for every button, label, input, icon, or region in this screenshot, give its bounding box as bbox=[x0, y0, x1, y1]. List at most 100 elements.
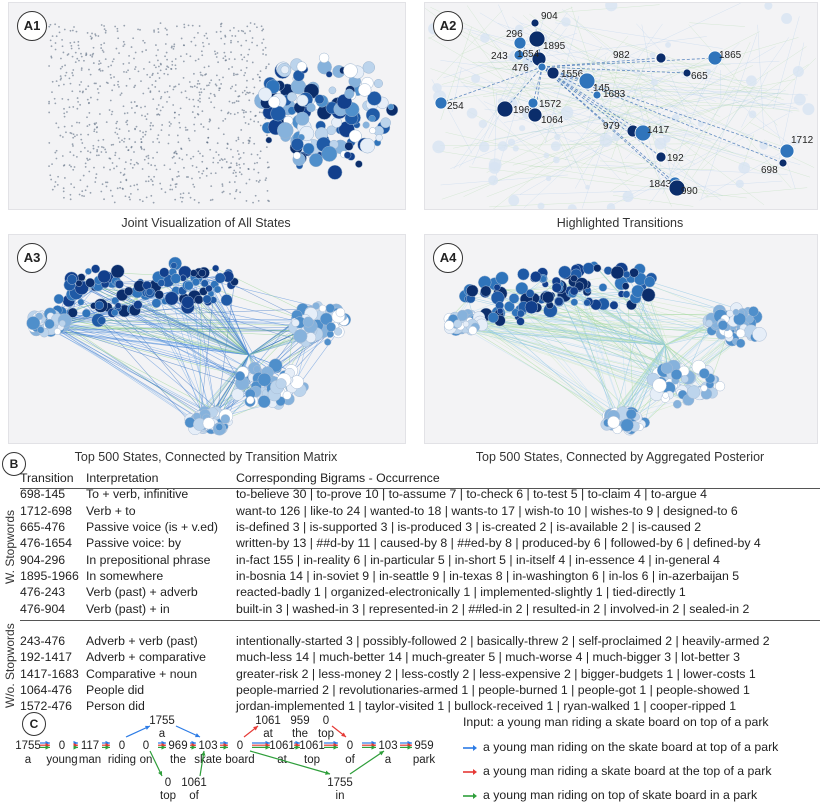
faded-node bbox=[507, 138, 516, 146]
state-node bbox=[524, 300, 539, 314]
state-dot bbox=[159, 109, 162, 112]
state-node bbox=[748, 306, 759, 317]
state-dot bbox=[173, 43, 176, 46]
state-dot bbox=[210, 172, 213, 175]
state-dot bbox=[152, 157, 154, 159]
state-node bbox=[752, 327, 767, 342]
state-dot bbox=[69, 29, 72, 32]
state-dot bbox=[87, 133, 90, 136]
transition-edge bbox=[511, 191, 628, 196]
interpretation-cell: To + verb, infinitive bbox=[86, 487, 189, 502]
state-dot bbox=[154, 80, 157, 82]
state-dot bbox=[176, 134, 179, 137]
branch-state: 0 bbox=[165, 777, 171, 789]
state-dot bbox=[113, 201, 116, 204]
state-dot bbox=[61, 97, 64, 100]
state-dot bbox=[123, 140, 125, 143]
state-node bbox=[325, 70, 333, 78]
transition-edge bbox=[555, 22, 723, 49]
state-dot bbox=[81, 190, 84, 193]
state-dot bbox=[137, 162, 139, 165]
transition-edge bbox=[206, 298, 250, 356]
state-dot bbox=[247, 142, 250, 145]
state-dot bbox=[96, 150, 98, 153]
state-dot bbox=[125, 84, 128, 87]
state-dot bbox=[72, 69, 75, 71]
state-dot bbox=[99, 85, 102, 88]
state-dot bbox=[136, 188, 139, 191]
state-dot bbox=[63, 164, 66, 166]
state-dot bbox=[217, 127, 220, 130]
legend-arrow-icon bbox=[463, 792, 477, 799]
transition-cell: 476-1654 bbox=[20, 536, 72, 551]
state-dot bbox=[233, 197, 236, 200]
state-node bbox=[468, 326, 478, 335]
state-dot bbox=[173, 111, 176, 114]
legend-text: a young man riding on the skate board at… bbox=[483, 740, 779, 754]
state-node bbox=[466, 284, 479, 297]
state-dot bbox=[100, 151, 103, 153]
state-dot bbox=[86, 125, 89, 128]
state-dot bbox=[122, 105, 125, 108]
state-dot bbox=[118, 128, 121, 130]
transition-edge bbox=[604, 87, 781, 98]
transition-edge bbox=[636, 23, 716, 112]
transition-edge bbox=[626, 274, 635, 418]
transition-edge bbox=[468, 323, 629, 425]
state-dot bbox=[115, 47, 118, 50]
state-dot bbox=[199, 97, 201, 100]
transition-edge bbox=[509, 82, 811, 178]
state-node bbox=[302, 316, 314, 328]
transition-edge bbox=[689, 22, 746, 27]
transition-cell: 1895-1966 bbox=[20, 568, 79, 583]
transition-edge bbox=[453, 79, 796, 149]
state-node bbox=[164, 291, 179, 306]
state-dot bbox=[251, 61, 254, 64]
state-dot bbox=[143, 148, 146, 151]
faded-node bbox=[561, 17, 571, 27]
state-dot bbox=[78, 121, 81, 124]
transition-edge bbox=[700, 33, 758, 200]
transition-edge bbox=[458, 27, 567, 168]
state-dot bbox=[222, 119, 225, 122]
state-dot bbox=[201, 172, 204, 175]
state-dot bbox=[233, 113, 236, 116]
state-id-label: 476 bbox=[512, 63, 529, 74]
state-dot bbox=[244, 71, 247, 74]
state-dot bbox=[174, 85, 177, 88]
state-dot bbox=[48, 25, 51, 28]
state-node bbox=[530, 18, 540, 28]
state-dot bbox=[150, 164, 153, 166]
transition-edge bbox=[463, 65, 753, 197]
state-dot bbox=[202, 126, 205, 128]
state-dot bbox=[133, 151, 135, 153]
path-word: riding bbox=[108, 754, 136, 766]
state-dot bbox=[72, 145, 74, 147]
state-dot bbox=[147, 154, 150, 157]
state-dot bbox=[117, 37, 120, 40]
state-dot bbox=[95, 82, 97, 85]
state-dot bbox=[63, 28, 66, 31]
state-node bbox=[504, 301, 515, 312]
state-node bbox=[191, 278, 200, 287]
state-dot bbox=[100, 24, 103, 26]
arrow-head bbox=[105, 745, 110, 750]
state-dot bbox=[265, 177, 268, 180]
state-dot bbox=[257, 181, 260, 183]
state-dot bbox=[48, 142, 51, 144]
transition-edge bbox=[669, 84, 712, 126]
transition-edge bbox=[581, 141, 605, 209]
state-dot bbox=[200, 73, 202, 76]
state-dot bbox=[80, 67, 83, 70]
state-dot bbox=[131, 166, 134, 169]
state-dot bbox=[65, 131, 67, 134]
state-node bbox=[151, 298, 162, 309]
transition-edge bbox=[460, 81, 712, 137]
state-node bbox=[44, 318, 55, 330]
state-dot bbox=[229, 166, 232, 169]
state-dot bbox=[156, 137, 159, 140]
state-dot bbox=[55, 80, 58, 83]
state-dot bbox=[196, 86, 198, 89]
state-node bbox=[516, 309, 525, 318]
state-dot bbox=[166, 73, 169, 76]
